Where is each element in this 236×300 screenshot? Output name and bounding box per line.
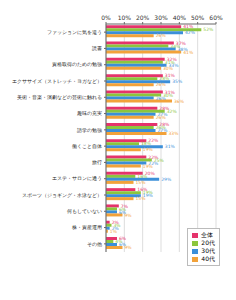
html-text:30代: 30代 [201, 247, 215, 254]
svg-text:26%: 26% [156, 115, 167, 120]
svg-text:20%: 20% [144, 171, 155, 176]
svg-text:40%: 40% [173, 14, 187, 21]
svg-text:30%: 30% [163, 92, 173, 98]
svg-text:19%: 19% [143, 164, 154, 169]
svg-text:ファッションに気を遣う: ファッションに気を遣う [47, 29, 102, 35]
svg-text:32%: 32% [167, 109, 178, 114]
svg-text:31%: 31% [165, 144, 176, 149]
svg-text:9%: 9% [125, 213, 133, 218]
svg-text:15%: 15% [136, 196, 147, 201]
svg-text:20%: 20% [136, 14, 150, 21]
svg-text:42%: 42% [185, 30, 196, 35]
svg-text:18%: 18% [141, 141, 152, 146]
svg-text:スポーツ（ジョギング・水泳など）: スポーツ（ジョギング・水泳など） [22, 192, 102, 198]
svg-text:1%: 1% [110, 229, 118, 234]
svg-text:語学の勉強: 語学の勉強 [77, 127, 102, 133]
svg-text:37%: 37% [175, 40, 186, 46]
svg-text:26%: 26% [156, 82, 167, 87]
svg-text:25%: 25% [153, 157, 164, 163]
svg-text:10%: 10% [118, 14, 132, 21]
html-text:全体: 全体 [201, 231, 214, 238]
svg-text:52%: 52% [203, 27, 214, 32]
svg-text:36%: 36% [174, 99, 185, 104]
svg-text:何もしていない: 何もしていない [67, 208, 102, 214]
svg-text:35%: 35% [172, 79, 183, 84]
svg-text:株・資産運用: 株・資産運用 [71, 224, 102, 230]
svg-text:28%: 28% [159, 76, 170, 81]
svg-text:資格取得のための勉強: 資格取得のための勉強 [52, 61, 102, 67]
svg-text:16%: 16% [137, 174, 148, 179]
svg-text:41%: 41% [183, 24, 194, 29]
svg-text:9%: 9% [125, 245, 133, 250]
html-text:20代: 20代 [201, 239, 215, 246]
svg-text:読書: 読書 [92, 45, 102, 51]
svg-text:22%: 22% [148, 160, 159, 166]
svg-text:26%: 26% [156, 96, 167, 101]
svg-text:33%: 33% [168, 63, 179, 68]
html-text:40代: 40代 [201, 255, 215, 262]
svg-text:エステ・サロンに通う: エステ・サロンに通う [52, 175, 102, 181]
svg-text:29%: 29% [161, 177, 172, 182]
svg-text:エクササイズ（ストレッチ・ヨガなど）: エクササイズ（ストレッチ・ヨガなど） [12, 78, 102, 84]
svg-text:働くこと自体: 働くこと自体 [72, 143, 102, 149]
svg-text:30%: 30% [154, 14, 168, 21]
svg-text:趣味の充実: 趣味の充実 [77, 110, 102, 116]
svg-text:31%: 31% [164, 73, 175, 79]
svg-text:美術・音楽・演劇などの芸術に触れる: 美術・音楽・演劇などの芸術に触れる [17, 94, 102, 100]
svg-text:27%: 27% [158, 128, 169, 133]
svg-text:22%: 22% [148, 138, 159, 144]
svg-text:33%: 33% [169, 131, 180, 136]
svg-text:50%: 50% [191, 14, 205, 21]
svg-text:19%: 19% [143, 147, 154, 152]
svg-text:60%: 60% [209, 14, 223, 21]
svg-text:26%: 26% [156, 33, 167, 38]
svg-text:6%: 6% [119, 236, 127, 242]
svg-text:30%: 30% [163, 66, 174, 71]
svg-text:0%: 0% [101, 14, 111, 21]
svg-text:その他: その他 [87, 241, 102, 247]
svg-text:15%: 15% [136, 180, 147, 185]
svg-text:19%: 19% [142, 193, 153, 199]
svg-text:28%: 28% [159, 105, 170, 111]
svg-text:41%: 41% [183, 50, 194, 55]
svg-text:6%: 6% [119, 242, 127, 248]
svg-text:34%: 34% [170, 43, 181, 49]
svg-text:旅行: 旅行 [92, 159, 102, 165]
